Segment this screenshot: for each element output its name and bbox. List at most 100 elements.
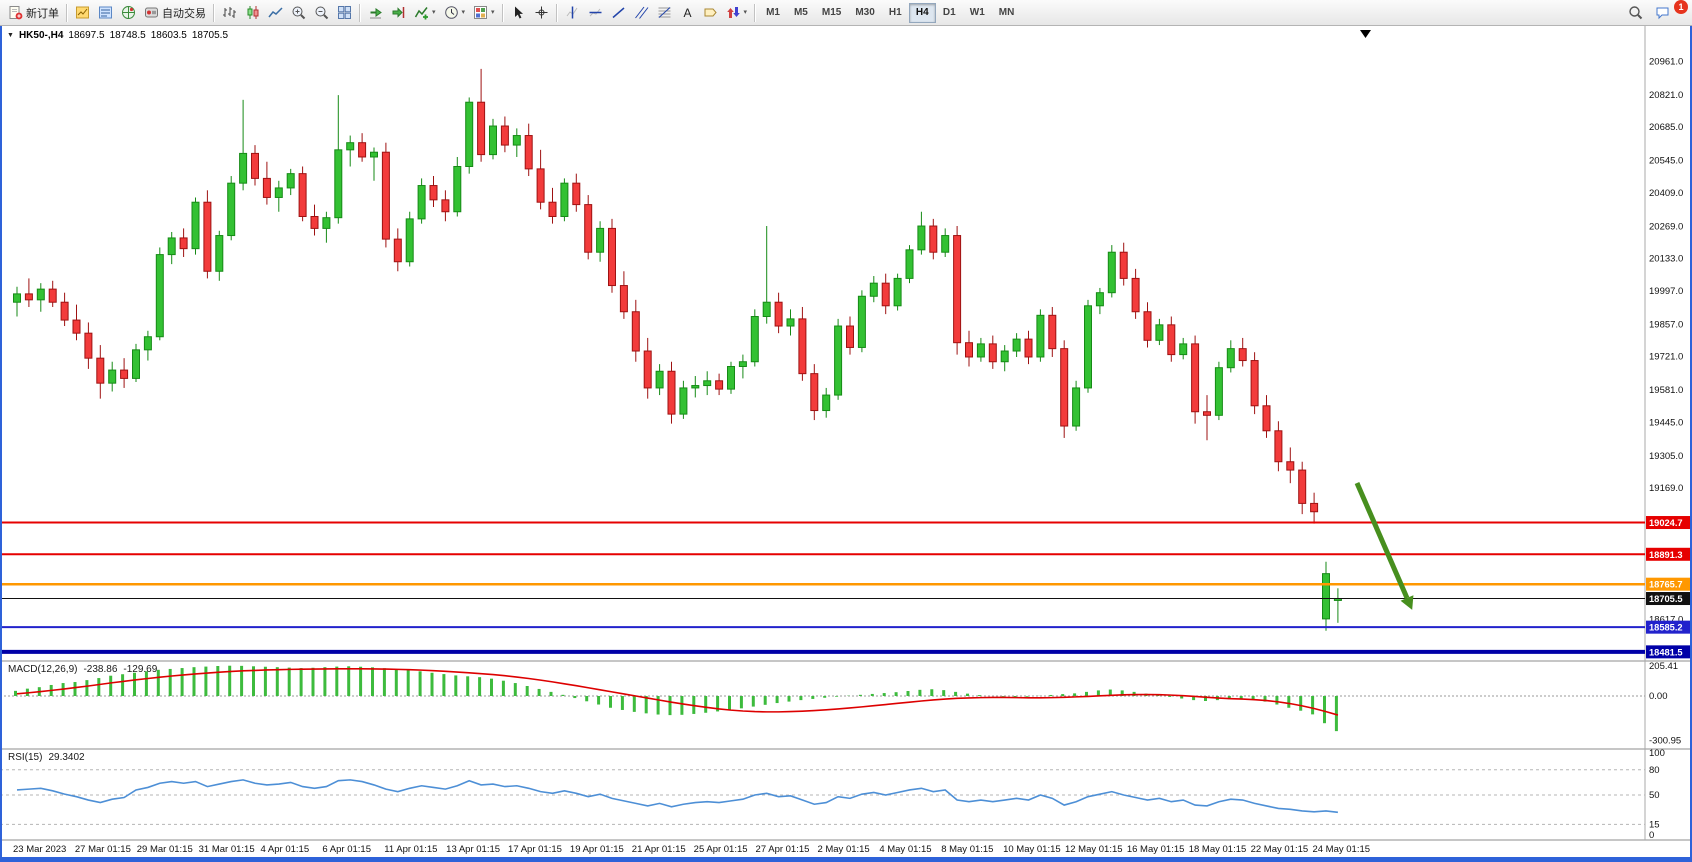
price-tag [1646,547,1691,561]
crosshair-button[interactable] [530,2,553,24]
new-order-button[interactable]: 新订单 [4,2,63,24]
channel-icon [634,5,649,20]
price-tag [1646,592,1691,606]
chart-shift-button[interactable] [387,2,410,24]
candlestick-chart-button[interactable] [241,2,264,24]
svg-text:18481.5: 18481.5 [1649,647,1683,657]
timeframe-h1-button[interactable]: H1 [882,3,909,23]
auto-scroll-button[interactable] [364,2,387,24]
svg-text:19997.0: 19997.0 [1649,286,1683,297]
timeframe-mn-button[interactable]: MN [992,3,1022,23]
dropdown-caret-icon: ▾ [743,9,748,16]
date-axis-labels: 23 Mar 2023 27 Mar 01:15 29 Mar 01:15 31 Ma… [13,844,1370,855]
one-click-collapse-icon[interactable]: ▼ [7,32,14,39]
svg-text:20409.0: 20409.0 [1649,188,1683,199]
timeframe-m5-button[interactable]: M5 [787,3,815,23]
navigator-button[interactable] [117,2,140,24]
horizontal-line-button[interactable] [584,2,607,24]
macd-name: MACD(12,26,9) [8,664,78,675]
tile-windows-button[interactable] [333,2,356,24]
text-label-button[interactable] [699,2,722,24]
rsi-axis-label: 50 [1649,790,1660,801]
zoom-out-icon [314,5,329,20]
search-button[interactable] [1624,2,1647,24]
periods-button[interactable]: ▾ [440,2,470,24]
price-axis[interactable] [1645,26,1692,840]
templates-icon [473,5,488,20]
price-tag [1646,577,1691,591]
new-order-label: 新订单 [26,7,59,20]
toolbar-separator [754,3,757,22]
candlestick-icon [245,5,260,20]
rsi-axis-label: 0 [1649,830,1654,841]
timeframe-w1-button[interactable]: W1 [963,3,992,23]
chart-shift-icon [391,5,406,20]
toolbar-separator [66,3,68,22]
svg-text:19581.0: 19581.0 [1649,385,1683,396]
tile-windows-icon [337,5,352,20]
timeframe-d1-button[interactable]: D1 [936,3,963,23]
timeframe-m1-button[interactable]: M1 [759,3,787,23]
macd-panel[interactable] [0,661,1645,749]
equidistant-channel-button[interactable] [630,2,653,24]
fibonacci-icon [657,5,672,20]
macd-value-main: -238.86 [83,664,118,675]
svg-text:24 May 01:15: 24 May 01:15 [1312,844,1370,855]
svg-text:6 Apr 01:15: 6 Apr 01:15 [322,844,371,855]
notification-badge[interactable]: 1 [1674,0,1688,14]
data-window-button[interactable] [94,2,117,24]
main-chart-area[interactable] [0,26,1645,661]
svg-text:23 Mar 2023: 23 Mar 2023 [13,844,66,855]
symbol-period-label: HK50-,H4 [18,30,64,41]
rsi-name: RSI(15) [8,752,43,763]
timeframe-h4-button[interactable]: H4 [908,2,936,23]
ohlc-high: 18748.5 [109,30,146,41]
auto-trading-icon [144,5,159,20]
crosshair-icon [534,5,549,20]
fibonacci-button[interactable] [653,2,676,24]
ohlc-low: 18603.5 [150,30,187,41]
chart-shift-marker[interactable] [1360,30,1371,38]
svg-text:4 Apr 01:15: 4 Apr 01:15 [261,844,310,855]
price-tag [1646,620,1691,634]
date-axis[interactable] [0,840,1645,857]
timeframe-m15-button[interactable]: M15 [815,3,848,23]
clock-icon [444,5,459,20]
ohlc-open: 18697.5 [68,30,105,41]
templates-button[interactable]: ▾ [469,2,499,24]
trendline-icon [611,5,626,20]
line-chart-button[interactable] [264,2,287,24]
auto-trading-label: 自动交易 [162,7,206,20]
horizontal-line-icon [588,5,603,20]
chat-button[interactable] [1651,2,1674,24]
svg-text:20685.0: 20685.0 [1649,122,1683,133]
svg-text:19445.0: 19445.0 [1649,417,1683,428]
vertical-line-button[interactable] [561,2,584,24]
svg-text:18617.0: 18617.0 [1649,615,1683,626]
svg-text:8 May 01:15: 8 May 01:15 [941,844,993,855]
search-icon [1628,5,1643,20]
arrows-button[interactable]: ▾ [722,2,752,24]
timeframe-m30-button[interactable]: M30 [848,3,881,23]
svg-text:17 Apr 01:15: 17 Apr 01:15 [508,844,562,855]
rsi-panel[interactable] [0,749,1645,840]
svg-text:4 May 01:15: 4 May 01:15 [879,844,931,855]
svg-text:19169.0: 19169.0 [1649,483,1683,494]
globe-icon [121,5,136,20]
data-window-icon [98,5,113,20]
cursor-icon [511,5,526,20]
auto-trading-button[interactable]: 自动交易 [140,2,210,24]
trendline-button[interactable] [607,2,630,24]
text-button[interactable]: A [676,2,699,24]
window-border [0,857,1692,862]
bar-chart-button[interactable] [218,2,241,24]
svg-text:19024.7: 19024.7 [1649,518,1683,528]
zoom-in-button[interactable] [287,2,310,24]
market-watch-button[interactable] [71,2,94,24]
cursor-button[interactable] [507,2,530,24]
rsi-axis-label: 100 [1649,748,1665,759]
indicators-button[interactable]: ▾ [410,2,440,24]
trend-arrow-annotation[interactable] [1354,482,1414,610]
zoom-out-button[interactable] [310,2,333,24]
